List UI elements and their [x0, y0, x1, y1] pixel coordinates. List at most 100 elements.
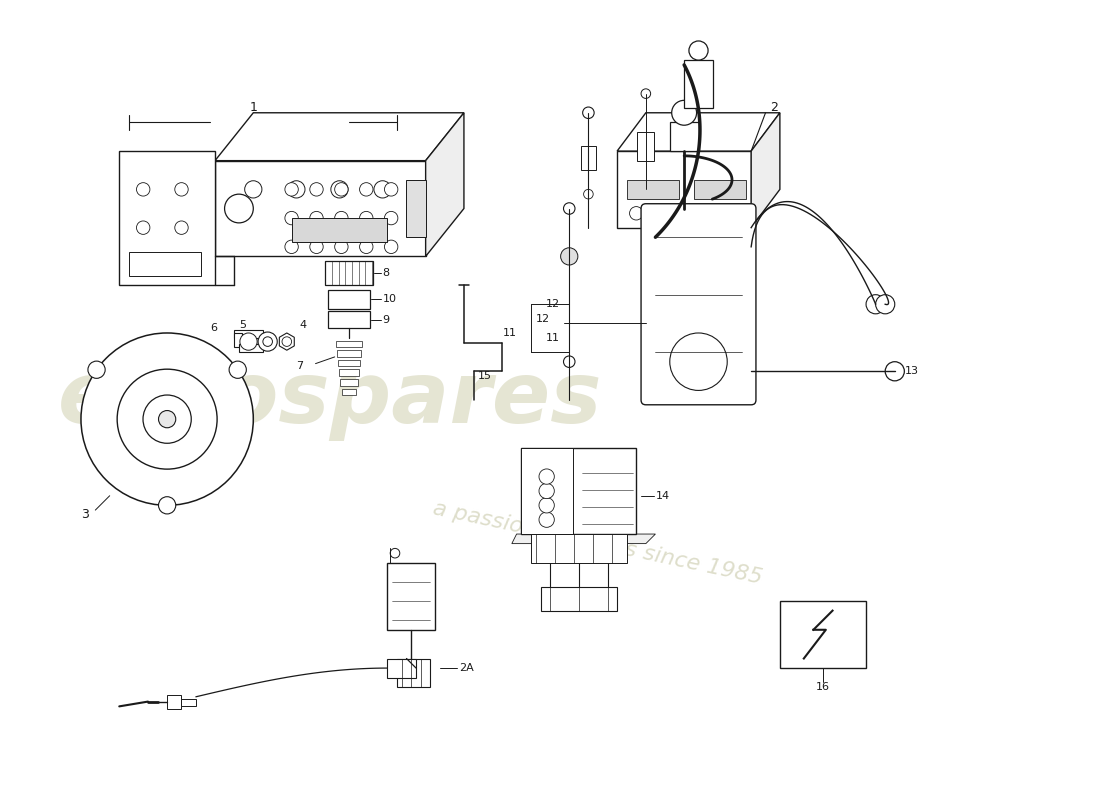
Text: 7: 7 — [296, 362, 304, 371]
Circle shape — [158, 410, 176, 428]
Circle shape — [374, 181, 392, 198]
Circle shape — [360, 182, 373, 196]
Polygon shape — [214, 113, 464, 161]
Circle shape — [244, 181, 262, 198]
Circle shape — [584, 190, 593, 199]
Circle shape — [876, 294, 894, 314]
Circle shape — [385, 240, 398, 254]
Circle shape — [118, 369, 217, 469]
Bar — [182, 698, 196, 706]
Circle shape — [310, 182, 323, 196]
Bar — [684, 60, 713, 108]
Circle shape — [385, 211, 398, 225]
Circle shape — [886, 362, 904, 381]
Bar — [627, 180, 680, 199]
Bar — [239, 345, 263, 352]
Bar — [387, 562, 436, 630]
Circle shape — [360, 211, 373, 225]
Circle shape — [263, 337, 273, 346]
Bar — [407, 180, 426, 238]
Bar — [637, 132, 654, 161]
Circle shape — [136, 221, 150, 234]
Circle shape — [331, 181, 348, 198]
Bar — [129, 251, 200, 275]
Bar — [521, 448, 636, 534]
Bar — [119, 151, 214, 285]
Text: 16: 16 — [816, 682, 831, 692]
Bar — [397, 658, 430, 687]
Bar — [617, 151, 751, 228]
Circle shape — [158, 497, 176, 514]
Circle shape — [678, 206, 691, 220]
Circle shape — [229, 361, 246, 378]
Text: 2: 2 — [770, 102, 778, 114]
Bar — [214, 161, 426, 256]
Bar — [326, 261, 373, 285]
Polygon shape — [426, 113, 464, 256]
Circle shape — [390, 549, 399, 558]
Bar — [694, 180, 747, 199]
Circle shape — [175, 182, 188, 196]
Bar — [328, 311, 370, 328]
Text: 11: 11 — [503, 328, 517, 338]
Text: 3: 3 — [81, 508, 89, 522]
Bar — [521, 448, 573, 534]
Circle shape — [583, 107, 594, 118]
Text: 11: 11 — [546, 333, 560, 342]
Bar — [531, 534, 627, 562]
Text: 5: 5 — [239, 320, 246, 330]
Text: 8: 8 — [383, 268, 389, 278]
Circle shape — [334, 240, 348, 254]
Circle shape — [334, 182, 348, 196]
Circle shape — [310, 240, 323, 254]
Circle shape — [224, 194, 253, 223]
Circle shape — [360, 240, 373, 254]
Bar — [234, 330, 263, 338]
Circle shape — [563, 202, 575, 214]
Circle shape — [539, 498, 554, 513]
Bar — [540, 586, 617, 610]
Circle shape — [629, 206, 644, 220]
Circle shape — [561, 248, 578, 265]
Polygon shape — [751, 113, 780, 228]
Circle shape — [334, 211, 348, 225]
Bar — [340, 379, 358, 386]
Circle shape — [258, 332, 277, 351]
Circle shape — [143, 395, 191, 443]
FancyBboxPatch shape — [641, 204, 756, 405]
Circle shape — [670, 333, 727, 390]
Text: 13: 13 — [904, 366, 918, 376]
Bar — [234, 333, 242, 347]
Bar — [581, 146, 596, 170]
Bar — [339, 370, 359, 376]
Bar — [342, 389, 356, 395]
Circle shape — [175, 221, 188, 234]
Text: a passion for parts since 1985: a passion for parts since 1985 — [431, 499, 764, 588]
Circle shape — [539, 469, 554, 484]
Circle shape — [866, 294, 886, 314]
Circle shape — [689, 41, 708, 60]
Circle shape — [672, 100, 696, 126]
Circle shape — [285, 240, 298, 254]
Text: 1: 1 — [250, 102, 257, 114]
Text: 12: 12 — [546, 299, 560, 310]
Polygon shape — [512, 534, 656, 544]
Circle shape — [282, 337, 292, 346]
Circle shape — [285, 182, 298, 196]
Bar — [292, 218, 387, 242]
Text: 10: 10 — [383, 294, 397, 305]
Circle shape — [563, 356, 575, 367]
Polygon shape — [617, 113, 780, 151]
Text: 4: 4 — [299, 320, 307, 330]
Text: 14: 14 — [656, 490, 670, 501]
Circle shape — [175, 259, 188, 273]
Circle shape — [88, 361, 106, 378]
Bar — [387, 658, 416, 678]
Bar — [167, 695, 182, 710]
Bar — [338, 360, 360, 366]
Circle shape — [81, 333, 253, 506]
Circle shape — [310, 211, 323, 225]
Circle shape — [725, 206, 739, 220]
Circle shape — [539, 512, 554, 527]
Bar — [337, 350, 361, 357]
